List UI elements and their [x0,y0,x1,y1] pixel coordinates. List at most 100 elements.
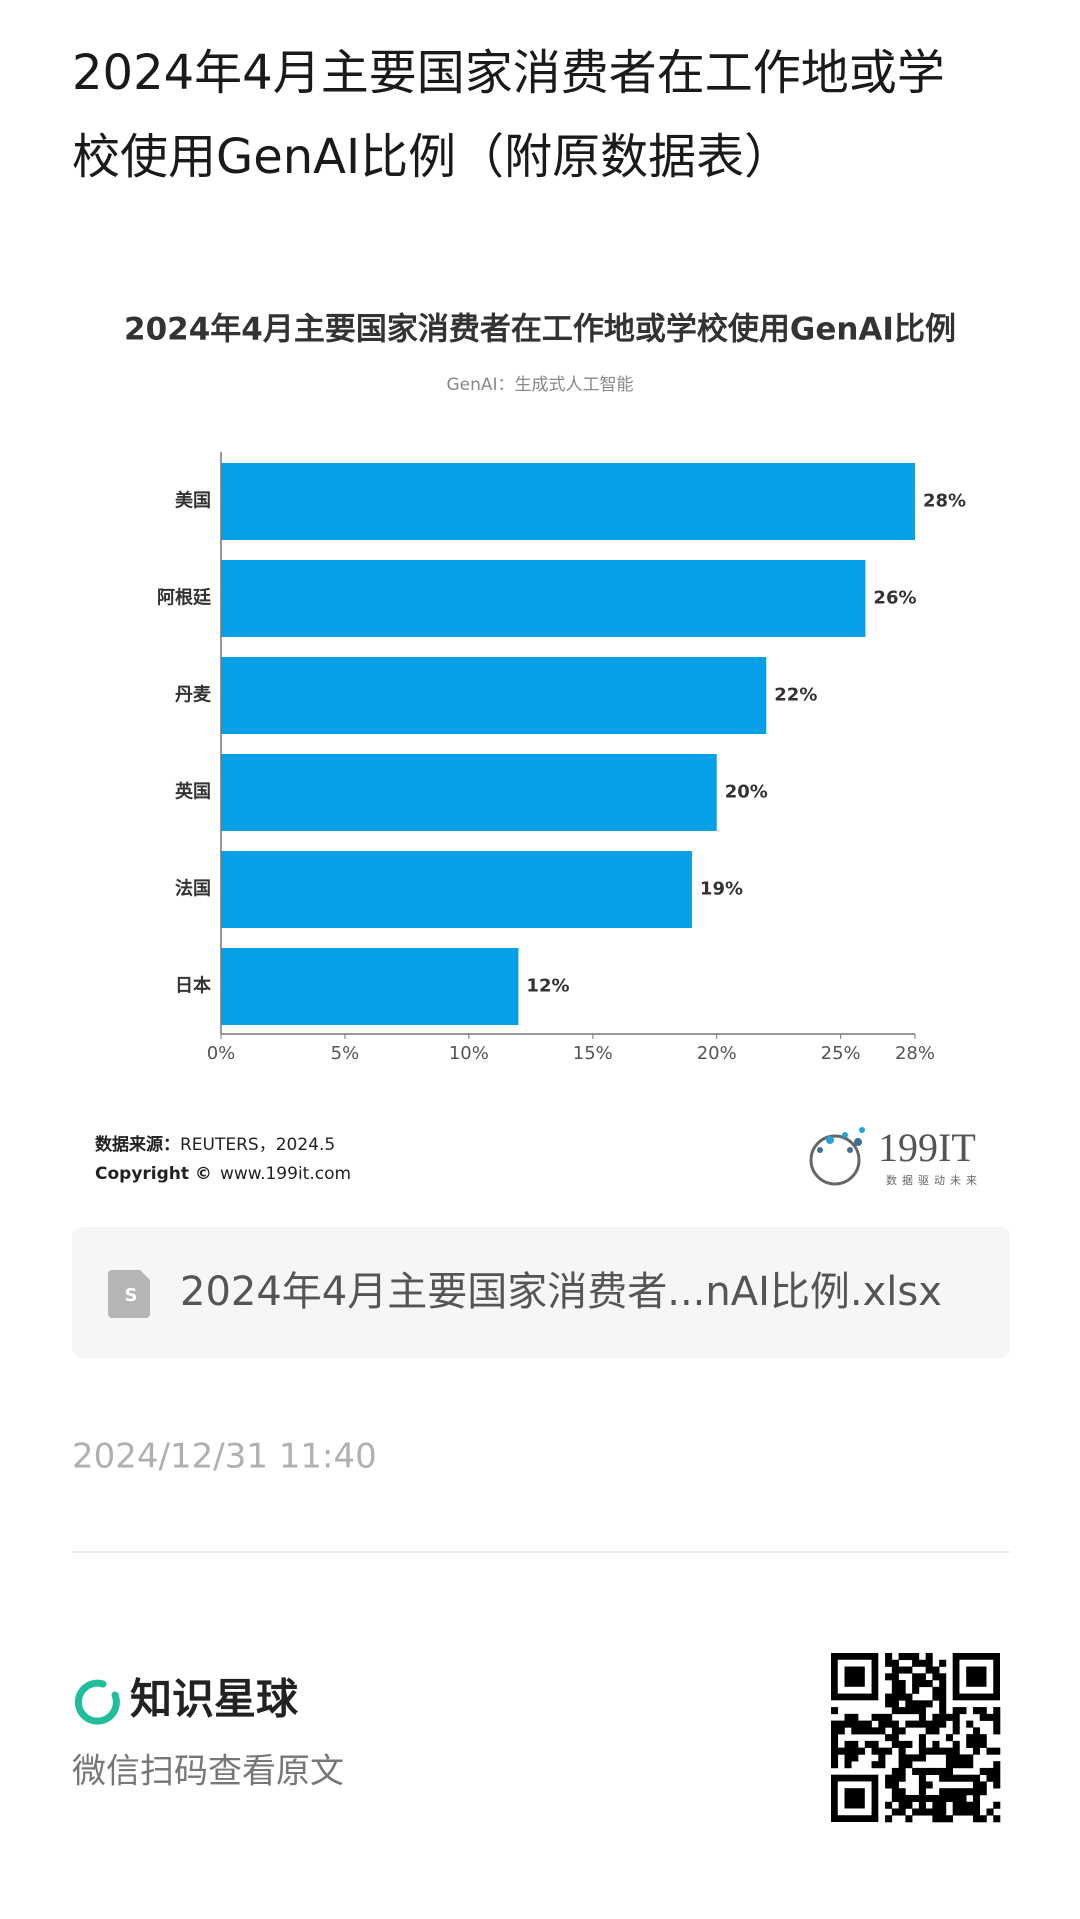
qr-module [932,1815,940,1823]
qr-module [918,1680,926,1688]
qr-module [993,1713,1001,1721]
qr-module [925,1808,933,1816]
qr-module [891,1700,899,1708]
qr-module [905,1761,913,1769]
qr-module [939,1707,947,1715]
qr-module [972,1740,981,1748]
qr-module [918,1713,926,1721]
qr-module [844,1754,852,1762]
qr-module [925,1720,933,1728]
qr-module [891,1693,899,1701]
qr-module [966,1808,974,1816]
qr-module [858,1727,866,1735]
bar [221,463,915,540]
qr-module [891,1727,899,1735]
qr-module [844,1761,852,1769]
qr-module [918,1794,926,1803]
qr-module [864,1740,872,1748]
source-label: 数据来源： [95,1134,180,1155]
qr-module [918,1659,926,1667]
qr-module [918,1774,926,1782]
qr-module [831,1720,839,1728]
file-name[interactable]: 2024年4月主要国家消费者...nAI比例.xlsx [180,1269,942,1315]
qr-module [918,1734,926,1742]
file-card[interactable] [72,1227,1010,1358]
qr-module [851,1720,859,1728]
qr-module [837,1720,845,1728]
qr-module [972,1794,981,1803]
qr-module [932,1767,940,1775]
qr-module [891,1774,899,1782]
qr-module [939,1808,947,1816]
qr-module [891,1794,899,1803]
copyright: Copyright © www.199it.com [95,1164,351,1184]
qr-module [939,1673,947,1681]
qr-module [945,1774,953,1782]
qr-module [851,1740,859,1748]
qr-module [979,1767,987,1775]
qr-module [972,1801,981,1809]
qr-module [912,1808,920,1816]
qr-module [925,1666,933,1674]
brand: 知识星球 [130,1675,299,1724]
qr-module [972,1774,981,1782]
qr-module [952,1808,960,1816]
qr-module [972,1815,981,1823]
qr-module [932,1720,940,1728]
qr-module [898,1740,906,1748]
qr-module [986,1747,994,1755]
file-icon [108,1270,150,1318]
qr-finder [966,1666,987,1687]
qr-module [831,1754,839,1762]
qr-module [952,1713,960,1721]
qr-module [878,1754,886,1762]
qr-module [939,1693,947,1701]
qr-module [925,1653,933,1661]
value-label: 22% [774,685,817,706]
qr-module [959,1761,967,1769]
qr-module [885,1774,893,1782]
qr-module [966,1788,974,1796]
qr-module [993,1727,1001,1735]
qr-module [891,1788,899,1796]
qr-module [918,1754,926,1762]
value-label: 19% [700,879,743,900]
qr-module [885,1653,893,1661]
qr-module [939,1788,947,1796]
qr-module [993,1720,1001,1728]
qr-module [939,1815,947,1823]
qr-module [898,1774,906,1782]
qr-module [912,1754,920,1762]
qr-module [891,1808,899,1816]
qr-module [871,1740,879,1748]
qr-module [979,1788,987,1796]
qr-module [912,1794,920,1803]
qr-module [966,1801,974,1809]
copyright-site: www.199it.com [220,1164,351,1184]
chart: 美国 28% 阿根廷 26% 丹麦 22% 英国 20% 法国 19% 日本 12% 0% 5% 10% 15… [157,452,966,1064]
qr-module [885,1673,893,1681]
category-label: 英国 [174,781,211,803]
qr-module [993,1774,1001,1782]
qr-module [932,1801,940,1809]
qr-module [918,1767,926,1775]
file-icon-glyph: S [125,1285,138,1306]
qr-module [979,1781,987,1789]
qr-module [993,1767,1001,1775]
qr-module [918,1720,926,1728]
qr-module [952,1727,960,1735]
qr-module [844,1713,852,1721]
x-tick-label: 28% [895,1043,935,1064]
bar [221,754,717,831]
qr-module [959,1774,967,1782]
qr-module [918,1673,926,1681]
qr-module [891,1734,899,1742]
qr-module [885,1713,893,1721]
qr-module [885,1720,893,1728]
qr-module [885,1801,893,1809]
qr-module [945,1713,953,1721]
qr-module [972,1781,981,1789]
qr-module [885,1747,893,1755]
qr-module [972,1788,981,1796]
qr-module [966,1734,974,1742]
